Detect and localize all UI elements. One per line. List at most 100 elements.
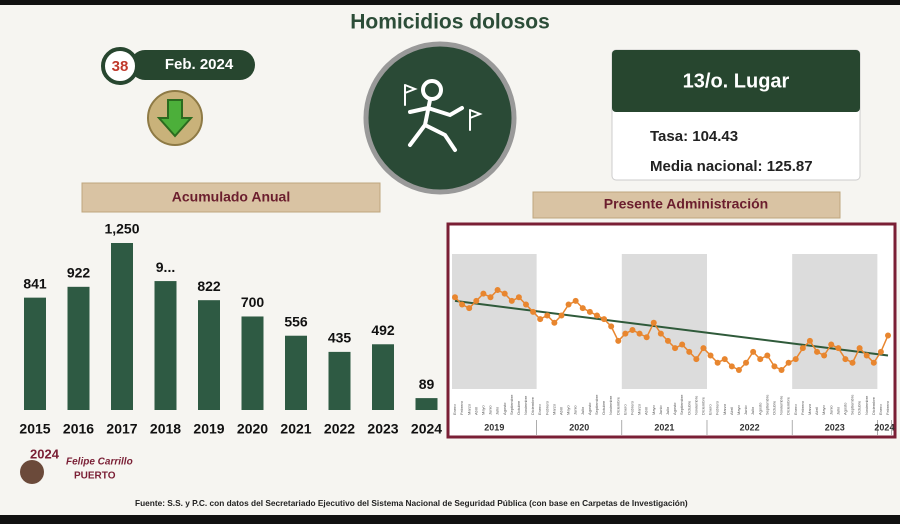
badge-circle [101,47,139,85]
year-label: 2022 [740,422,760,432]
ranking-mean: Media nacional: 125.87 [650,158,813,175]
month-label: Noviembre [523,395,528,415]
point [636,330,643,337]
month-label: Enero [793,404,798,415]
point [515,294,522,301]
bar [24,297,46,410]
point [643,334,650,341]
month-label: Julio [750,406,755,415]
date-pill [130,50,255,80]
bar [415,398,438,410]
month-label: Mayo [821,404,826,415]
year-band [452,254,537,389]
point [508,297,515,304]
x-tick-label: 2024 [411,421,442,437]
bottom-border [0,515,900,524]
value-label: 435 [328,330,352,346]
month-label: Abril [644,407,649,415]
month-label: Enero [878,404,883,415]
line-title: Presente Administración [604,196,768,212]
badge-number: 38 [112,58,129,75]
point [679,341,686,348]
point [877,348,884,355]
bar [198,300,220,410]
month-label: Junio [573,405,578,415]
point [501,290,508,297]
value-label: 492 [371,322,395,338]
point [849,359,856,366]
point [728,363,735,370]
year-label: 2024 [874,422,894,432]
title: Homicidios dolosos [350,11,550,34]
ranking-rate: Tasa: 104.43 [650,128,738,145]
footer-source: Fuente: S.S. y P.C. con datos del Secret… [135,498,688,508]
x-tick-label: 2017 [106,421,137,437]
month-label: Enero [537,404,542,415]
logo-place: PUERTO [74,471,116,482]
month-label: Mayo [566,404,571,415]
month-label: Marzo [466,403,471,415]
year-band [792,254,878,389]
month-label: Diciembre [786,396,791,415]
ranking-place: 13/o. Lugar [683,70,790,92]
month-label: Septiembre [679,394,684,415]
point [522,301,529,308]
x-tick-label: 2019 [193,421,224,437]
bar [154,281,177,410]
month-label: Diciembre [701,396,706,415]
point [608,323,615,330]
x-tick-label: 2021 [280,421,311,437]
month-label: Noviembre [864,395,869,415]
point [586,308,593,315]
month-label: Agosto [842,402,847,415]
month-label: Junio [488,405,493,415]
month-label: Octubre [771,400,776,415]
point [466,305,473,312]
month-label: Octubre [686,400,691,415]
month-label: Mayo [736,404,741,415]
point [764,352,771,359]
point [487,294,494,301]
bar [285,335,307,410]
month-label: Enero [452,404,457,415]
bar [111,243,133,410]
point [792,356,799,363]
month-label: Diciembre [530,396,535,415]
point [672,345,679,352]
value-label: 700 [241,294,265,310]
value-label: 922 [67,265,91,281]
month-label: Octubre [857,400,862,415]
point [558,312,565,319]
month-label: Septiembre [509,394,514,415]
month-label: Mayo [651,404,656,415]
point [551,319,558,326]
month-label: Julio [665,406,670,415]
point [856,345,863,352]
runner-icon [404,79,483,152]
bar-title: Acumulado Anual [172,189,291,205]
point [622,330,629,337]
point [572,297,579,304]
point [629,327,636,333]
month-label: Enero [708,404,713,415]
point [828,341,835,348]
month-label: Octubre [516,400,521,415]
point [743,359,750,366]
point [544,312,551,319]
point [863,352,870,359]
bar [241,316,264,410]
point [565,301,572,308]
point [650,319,657,326]
point [821,352,828,359]
x-tick-label: 2023 [367,421,398,437]
month-label: Septiembre [594,394,599,415]
month-label: Diciembre [615,396,620,415]
trend-line [454,299,889,357]
point [494,287,501,293]
point [459,301,466,308]
down-arrow [156,99,194,138]
month-label: Marzo [722,403,727,415]
point [785,359,792,366]
